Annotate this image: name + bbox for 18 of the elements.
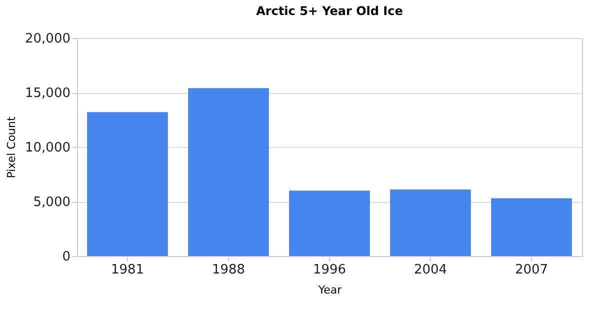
y-tick-label: 10,000	[25, 140, 70, 156]
x-tick-label: 2004	[414, 262, 448, 278]
bar	[289, 190, 370, 256]
x-tick-label: 1996	[312, 262, 346, 278]
bar	[188, 88, 269, 256]
y-tick-label: 20,000	[25, 32, 70, 46]
y-tick-label: 5,000	[33, 195, 70, 210]
bar	[87, 112, 168, 256]
bar	[491, 198, 572, 256]
x-tick-label: 1988	[212, 262, 246, 278]
bar	[390, 190, 471, 256]
y-tick-label: 0	[62, 250, 70, 264]
y-axis-title: Pixel Count	[5, 116, 18, 178]
chart-title: Arctic 5+ Year Old Ice	[256, 4, 403, 18]
y-tick-label: 15,000	[25, 86, 70, 101]
x-tick-label: 1981	[110, 262, 144, 278]
x-tick-label: 2007	[514, 262, 548, 278]
x-axis-title: Year	[317, 284, 342, 296]
